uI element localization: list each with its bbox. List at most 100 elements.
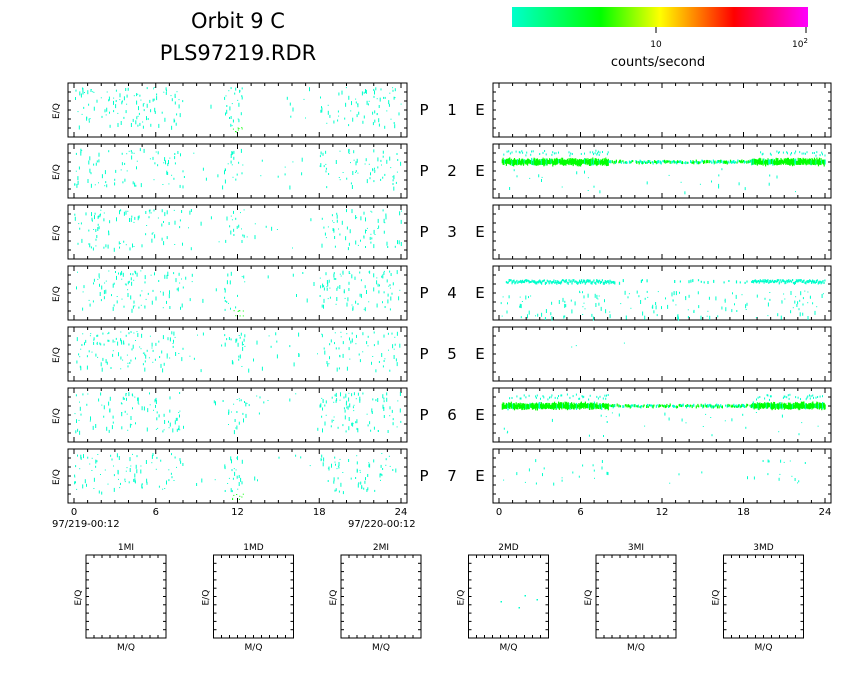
row-label-num: 5 (447, 345, 457, 363)
row-label-e: E (475, 284, 484, 302)
panel-left-4-ylabel: E/Q (52, 286, 62, 302)
mass-panel-3md: 3MD M/Q E/Q (712, 543, 804, 653)
panel-right-7-counts (503, 459, 806, 486)
panel-left-7-ylabel: E/Q (52, 469, 62, 485)
mass-panel-title: 1MI (118, 543, 134, 553)
panel-left-1-ylabel: E/Q (52, 103, 62, 119)
panel-left-1: E/Q (52, 82, 408, 138)
panel-right-7 (492, 448, 832, 504)
mass-panel-ylabel: E/Q (712, 590, 722, 606)
panel-right-1 (492, 82, 832, 138)
panel-right-6-counts (501, 393, 826, 437)
panel-left-1-counts (75, 87, 402, 133)
row-label-num: 2 (447, 162, 457, 180)
panel-left-2: E/Q (52, 143, 408, 199)
mass-panel-1mi: 1MI M/Q E/Q (74, 543, 167, 653)
x-tick-left: 24 (395, 507, 408, 518)
panel-left-4: E/Q (52, 265, 408, 321)
panel-right-5-counts (571, 342, 625, 348)
panel-right-2-counts (501, 149, 826, 195)
row-label-p: P (419, 467, 428, 485)
x-tick-right: 18 (737, 507, 750, 518)
row-label-num: 7 (447, 467, 457, 485)
mass-panel-xlabel: M/Q (372, 643, 390, 653)
x-tick-right: 24 (819, 507, 832, 518)
panel-left-5-counts (76, 331, 401, 373)
row-label-p: P (419, 162, 428, 180)
row-label-p: P (419, 223, 428, 241)
row-label-e: E (475, 406, 484, 424)
panel-left-5: E/Q (52, 326, 408, 382)
row-label-num: 3 (447, 223, 457, 241)
mass-count (518, 607, 520, 609)
mass-count (500, 601, 502, 603)
row-label-p: P (419, 345, 428, 363)
mass-panel-xlabel: M/Q (500, 643, 518, 653)
panel-left-6-counts (74, 392, 402, 435)
mass-panel-3mi: 3MI M/Q E/Q (584, 543, 677, 653)
mass-panel-title: 2MD (498, 543, 518, 553)
mass-panel-title: 3MI (628, 543, 644, 553)
mass-panel-xlabel: M/Q (245, 643, 263, 653)
colorbar-gradient (512, 7, 808, 27)
row-label-e: E (475, 223, 484, 241)
x-tick-left: 6 (153, 507, 159, 518)
x-tick-right: 12 (656, 507, 669, 518)
colorbar-tick-10: 10 (650, 40, 662, 50)
panel-left-4-counts (76, 270, 401, 317)
mass-count (536, 599, 538, 601)
colorbar: 10 102 counts/second (512, 7, 808, 70)
mass-panel-ylabel: E/Q (74, 590, 84, 606)
row-label-p: P (419, 101, 428, 119)
x-tick-right: 6 (577, 507, 583, 518)
mass-panel-ylabel: E/Q (457, 590, 467, 606)
panel-grid: E/Q P 1 EE/Q P 2 EE/Q P 3 EE/Q P 4 EE/Q P 5 EE/Q P 6 EE/Q P… (52, 82, 832, 530)
row-label-p: P (419, 406, 428, 424)
row-label-e: E (475, 345, 484, 363)
panel-right-4 (492, 265, 832, 321)
mass-panel-ylabel: E/Q (329, 590, 339, 606)
panel-left-3: E/Q (52, 204, 408, 260)
panel-right-4-counts (500, 279, 826, 321)
x-tick-left: 12 (231, 507, 244, 518)
row-label-num: 1 (447, 101, 457, 119)
date-start: 97/219-00:12 (52, 519, 120, 530)
mass-panel-1md: 1MD M/Q E/Q (202, 543, 294, 653)
row-label-num: 4 (447, 284, 457, 302)
colorbar-label: counts/second (611, 55, 705, 70)
mass-panel-2md: 2MD M/Q E/Q (457, 543, 549, 653)
mass-panel-xlabel: M/Q (755, 643, 773, 653)
date-end: 97/220-00:12 (348, 519, 416, 530)
mass-panel-title: 1MD (243, 543, 263, 553)
colorbar-tick-100: 102 (792, 37, 808, 50)
title-line1: Orbit 9 C (191, 9, 285, 33)
mass-panel-title: 2MI (373, 543, 389, 553)
panel-left-3-ylabel: E/Q (52, 225, 62, 241)
row-label-e: E (475, 467, 484, 485)
panel-left-2-counts (74, 148, 402, 191)
mass-panel-2mi: 2MI M/Q E/Q (329, 543, 422, 653)
mass-panel-title: 3MD (753, 543, 773, 553)
x-tick-left: 18 (313, 507, 326, 518)
panel-right-2 (492, 143, 832, 199)
panel-right-3 (492, 204, 832, 260)
panel-left-6-ylabel: E/Q (52, 408, 62, 424)
panel-left-6: E/Q (52, 387, 408, 443)
panel-left-2-ylabel: E/Q (52, 164, 62, 180)
panel-left-5-ylabel: E/Q (52, 347, 62, 363)
panel-left-7-counts (74, 453, 397, 500)
x-axis-labels: 0 0 6 6 12 12 18 18 24 24 97/219-00:12 97/220-00:12 (52, 507, 831, 530)
row-label-num: 6 (447, 406, 457, 424)
mass-panels: 1MI M/Q E/Q 1MD M/Q E/Q 2MI M/Q E/Q 2MD M/Q E/Q 3MI M… (74, 543, 804, 653)
mass-panel-xlabel: M/Q (117, 643, 135, 653)
row-label-p: P (419, 284, 428, 302)
row-label-e: E (475, 101, 484, 119)
